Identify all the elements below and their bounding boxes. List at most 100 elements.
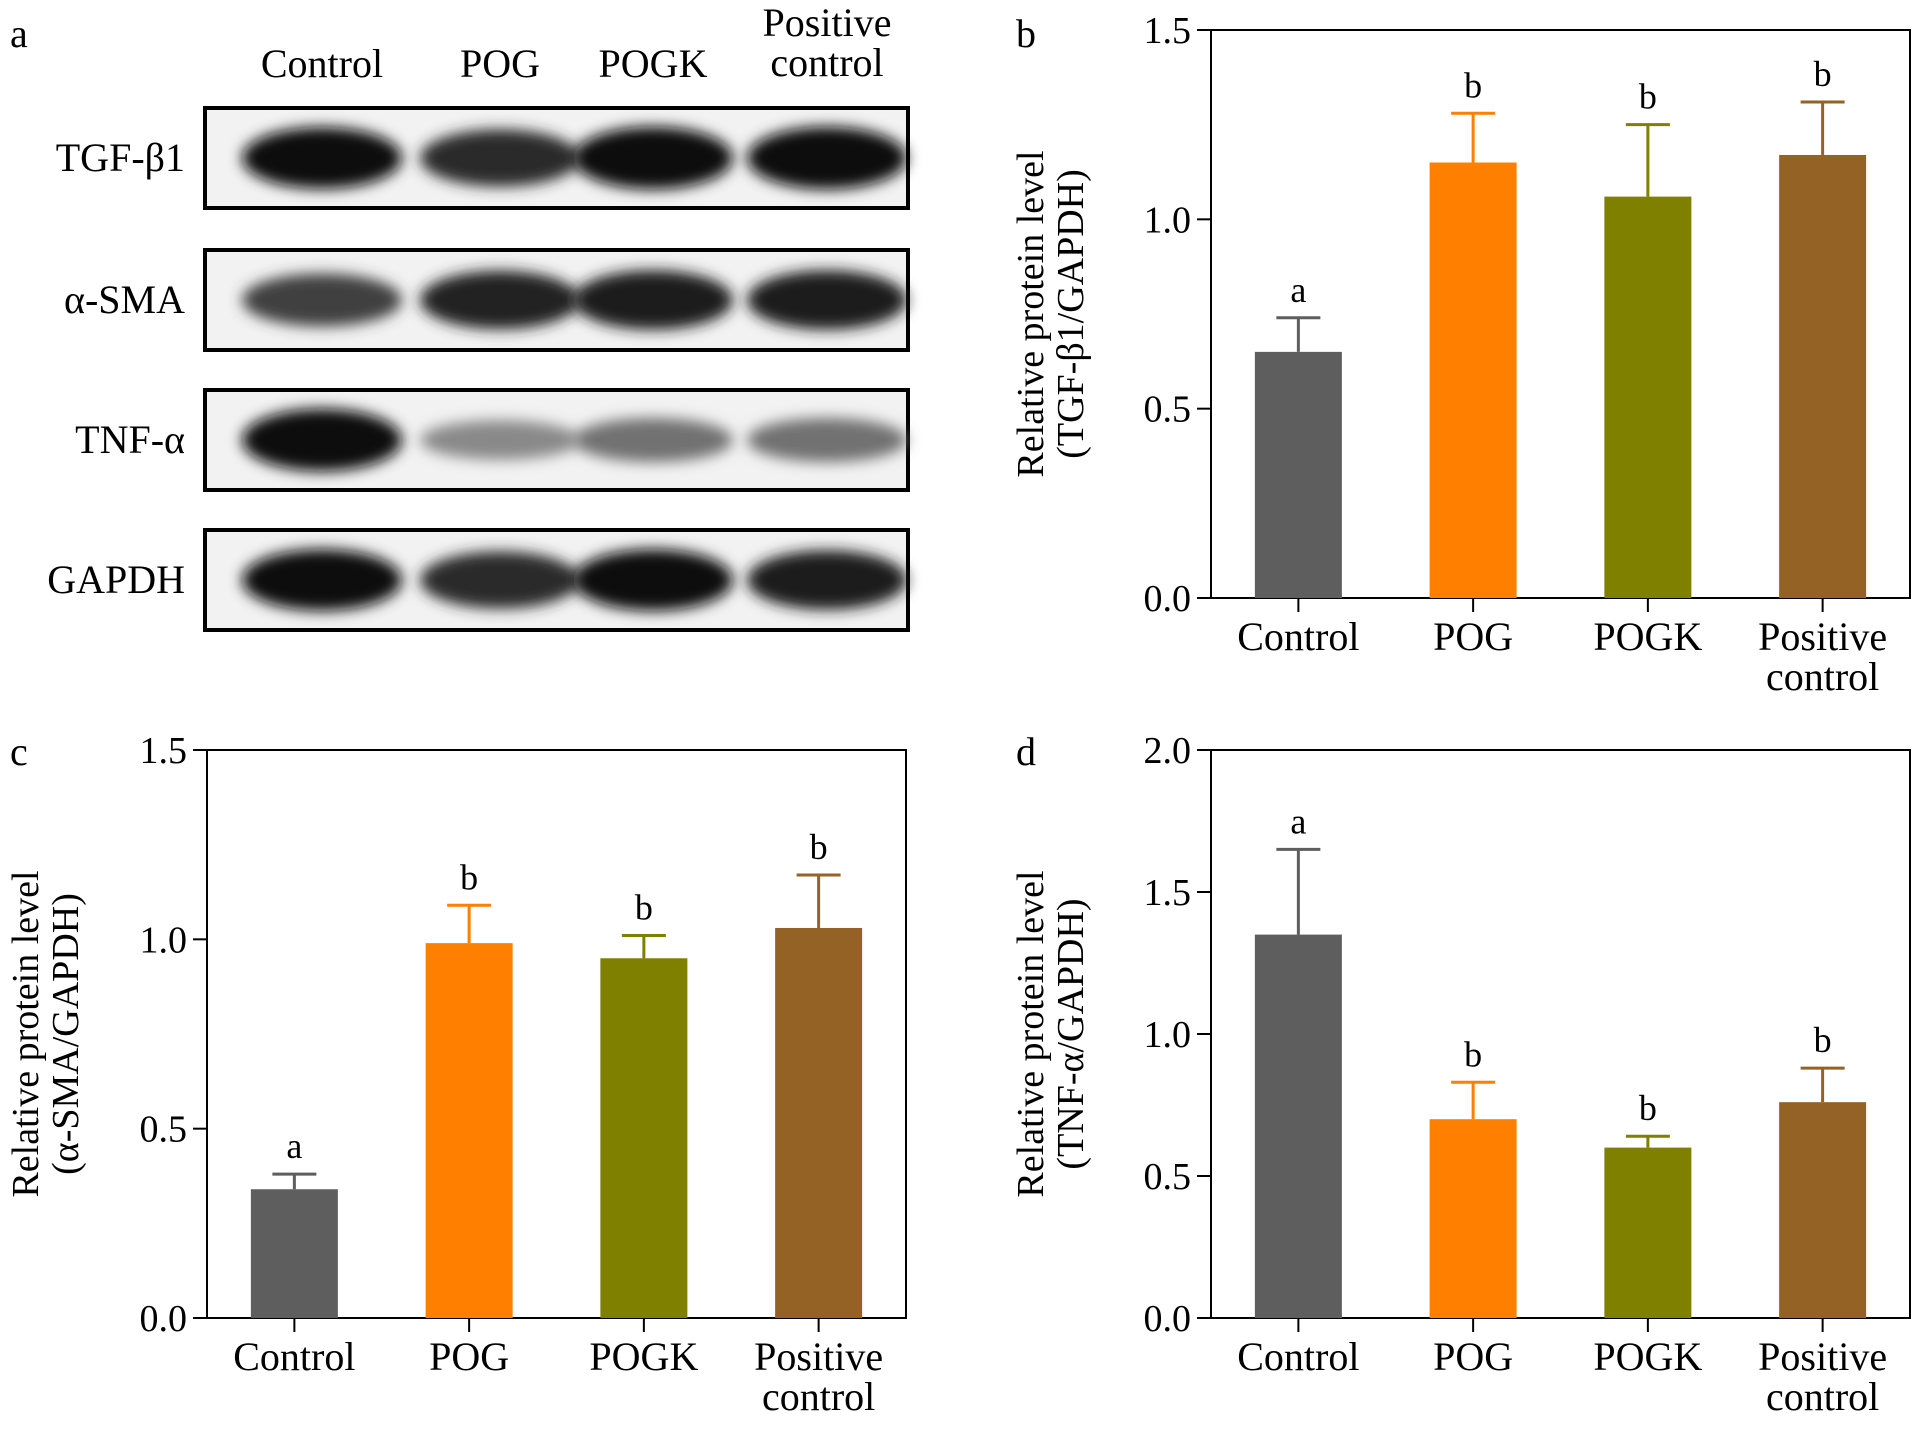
y-tick-label: 1.5 bbox=[1144, 10, 1192, 52]
blot-band bbox=[747, 417, 907, 463]
panel-letter-b: b bbox=[1016, 11, 1036, 56]
y-axis-label-line-1: Relative protein level bbox=[1010, 870, 1052, 1197]
x-tick-label-pogk: POGK bbox=[1593, 614, 1702, 659]
y-axis-label-line-2: (TNF-α/GAPDH) bbox=[1050, 898, 1092, 1169]
blot-band bbox=[573, 417, 733, 463]
bar-pog bbox=[1429, 162, 1517, 599]
bar-control bbox=[250, 1189, 338, 1318]
panel-letter-c: c bbox=[10, 729, 28, 774]
significance-letter-control: a bbox=[286, 1126, 302, 1166]
blot-row-label: TGF-β1 bbox=[56, 135, 185, 180]
blot-row-sma: α-SMA bbox=[64, 248, 910, 352]
x-tick-label-positive-control-line-2: control bbox=[762, 1374, 875, 1419]
significance-letter-pogk: b bbox=[1639, 1088, 1657, 1128]
x-tick-label-pogk: POGK bbox=[1593, 1334, 1702, 1379]
blot-band bbox=[242, 549, 402, 611]
blot-band bbox=[747, 550, 907, 610]
bar-chart-c: c 0.0 0.5 1.0 1.5 Relative protein level(α-SM… bbox=[5, 729, 907, 1419]
bar-positive-control bbox=[775, 927, 863, 1318]
plot-frame bbox=[206, 749, 907, 1319]
x-tick-label-control: Control bbox=[1237, 614, 1359, 659]
significance-letter-positive-control: b bbox=[810, 827, 828, 867]
significance-letter-pogk: b bbox=[1639, 77, 1657, 117]
bar-chart-d: d 0.0 0.5 1.0 1.5 2.0 Relative protein level(T… bbox=[1010, 729, 1911, 1419]
blot-band bbox=[573, 270, 733, 330]
blot-lane-label-positive-control-line-2: control bbox=[770, 40, 883, 85]
significance-letter-positive-control: b bbox=[1814, 54, 1832, 94]
bar-pog bbox=[425, 943, 513, 1318]
y-tick-label: 0.0 bbox=[1144, 1298, 1192, 1340]
blot-band bbox=[573, 549, 733, 611]
significance-letter-control: a bbox=[1290, 801, 1306, 841]
y-tick-label: 0.5 bbox=[1144, 1156, 1192, 1198]
bar-chart-b: b 0.0 0.5 1.0 1.5 Relative protein level(TGF-… bbox=[1010, 10, 1911, 699]
blot-lane-label-control: Control bbox=[261, 41, 383, 86]
blot-band bbox=[420, 129, 580, 187]
blot-band bbox=[420, 270, 580, 330]
y-tick-label: 1.5 bbox=[140, 730, 188, 772]
y-axis-label-line-1: Relative protein level bbox=[1010, 150, 1052, 477]
significance-letter-positive-control: b bbox=[1814, 1020, 1832, 1060]
significance-letter-control: a bbox=[1290, 270, 1306, 310]
significance-letter-pogk: b bbox=[635, 888, 653, 928]
significance-letter-pog: b bbox=[460, 857, 478, 897]
x-tick-label-positive-control-line-1: Positive bbox=[1758, 614, 1887, 659]
x-tick-label-control: Control bbox=[1237, 1334, 1359, 1379]
panel-letter-d: d bbox=[1016, 729, 1036, 774]
blot-row-tgf-1: TGF-β1 bbox=[56, 106, 910, 210]
y-tick-label: 0.5 bbox=[140, 1109, 188, 1151]
blot-band bbox=[420, 551, 580, 609]
y-axis-label-line-2: (TGF-β1/GAPDH) bbox=[1050, 169, 1092, 459]
y-tick-label: 0.0 bbox=[1144, 578, 1192, 620]
significance-letter-pog: b bbox=[1464, 1034, 1482, 1074]
y-axis-label-line-2: (α-SMA/GAPDH) bbox=[45, 893, 87, 1175]
blot-lane-label-pog: POG bbox=[460, 41, 540, 86]
bar-pog bbox=[1429, 1119, 1517, 1318]
bar-pogk bbox=[1604, 196, 1692, 598]
blot-lane-label-positive-control-line-1: Positive bbox=[763, 0, 892, 45]
y-tick-label: 1.0 bbox=[140, 919, 188, 961]
x-tick-label-control: Control bbox=[233, 1334, 355, 1379]
blot-row-label: GAPDH bbox=[47, 557, 185, 602]
x-tick-label-positive-control-line-2: control bbox=[1766, 1374, 1879, 1419]
blot-band bbox=[747, 270, 907, 330]
x-tick-label-positive-control-line-2: control bbox=[1766, 654, 1879, 699]
x-tick-label-pogk: POGK bbox=[589, 1334, 698, 1379]
bar-control bbox=[1254, 351, 1342, 598]
y-tick-label: 0.0 bbox=[140, 1298, 188, 1340]
blot-band bbox=[573, 126, 733, 190]
y-tick-label: 2.0 bbox=[1144, 730, 1192, 772]
blot-row-gapdh: GAPDH bbox=[47, 528, 910, 632]
blot-band bbox=[420, 420, 580, 460]
bar-positive-control bbox=[1779, 1102, 1867, 1318]
x-tick-label-positive-control-line-1: Positive bbox=[1758, 1334, 1887, 1379]
blot-band bbox=[242, 273, 402, 327]
blot-lane-label-pogk: POGK bbox=[599, 41, 708, 86]
panel-letter-a: a bbox=[10, 11, 28, 56]
y-axis-label-line-1: Relative protein level bbox=[5, 870, 47, 1197]
x-tick-label-pog: POG bbox=[1433, 614, 1513, 659]
bar-pogk bbox=[600, 958, 688, 1318]
x-tick-label-pog: POG bbox=[1433, 1334, 1513, 1379]
plot-frame bbox=[1210, 29, 1911, 599]
y-tick-label: 1.5 bbox=[1144, 872, 1192, 914]
blot-rows: TGF-β1 α-SMA TNF-α GAPDH bbox=[47, 106, 910, 632]
blot-band bbox=[747, 126, 907, 190]
x-tick-label-pog: POG bbox=[429, 1334, 509, 1379]
bar-pogk bbox=[1604, 1147, 1692, 1318]
significance-letter-pog: b bbox=[1464, 65, 1482, 105]
x-tick-label-positive-control-line-1: Positive bbox=[754, 1334, 883, 1379]
blot-row-label: α-SMA bbox=[64, 277, 185, 322]
blot-band bbox=[242, 408, 402, 472]
blot-row-tnf: TNF-α bbox=[75, 388, 910, 492]
blot-band bbox=[242, 127, 402, 189]
bar-control bbox=[1254, 934, 1342, 1318]
y-tick-label: 1.0 bbox=[1144, 1014, 1192, 1056]
y-tick-label: 0.5 bbox=[1144, 389, 1192, 431]
blot-row-label: TNF-α bbox=[75, 417, 185, 462]
bar-positive-control bbox=[1779, 154, 1867, 598]
y-tick-label: 1.0 bbox=[1144, 199, 1192, 241]
